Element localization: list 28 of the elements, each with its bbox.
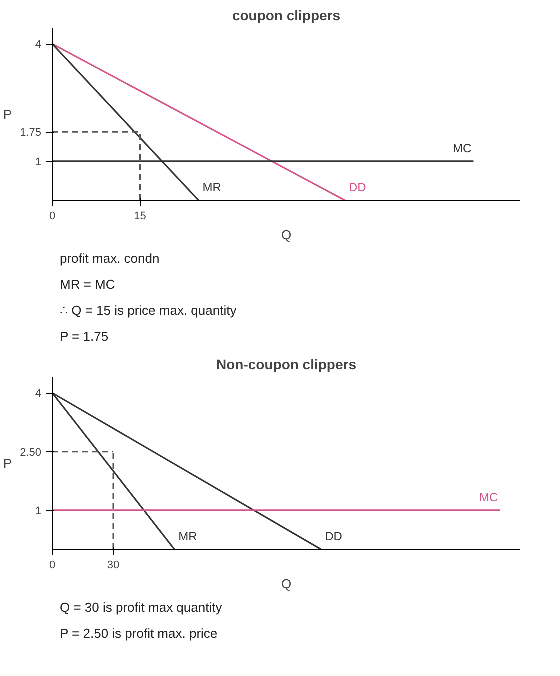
y-tick-label: 2.50 <box>20 446 42 459</box>
y-axis-title: P <box>3 107 12 122</box>
y-tick-label: 1 <box>35 156 42 168</box>
series-label: DD <box>349 180 367 194</box>
x-tick-label: 0 <box>49 210 56 222</box>
x-axis-title: Q <box>281 576 292 592</box>
x-axis-title: Q <box>281 228 292 242</box>
series-label: MR <box>178 530 198 544</box>
series-label: MC <box>453 141 472 156</box>
y-tick-label: 4 <box>35 39 42 52</box>
chart-title: Non-coupon clippers <box>216 356 357 372</box>
x-tick-label: 30 <box>107 560 120 572</box>
text: Q = 30 is profit max quantity <box>60 599 222 617</box>
text: profit max. condn <box>60 250 160 268</box>
chart-title: coupon clippers <box>232 8 341 24</box>
text: P = 2.50 is profit max. price <box>60 625 218 643</box>
y-tick-label: 4 <box>35 388 42 400</box>
x-tick-label: 15 <box>134 210 146 222</box>
text: ∴ Q = 15 is price max. quantity <box>60 302 237 320</box>
series-label: MC <box>479 490 498 504</box>
text: MR = MC <box>60 276 116 294</box>
y-tick-label: 1 <box>35 505 42 518</box>
series-label: DD <box>325 530 343 544</box>
text: P = 1.75 <box>60 328 109 346</box>
x-tick-label: 0 <box>49 560 56 572</box>
series-label: MR <box>202 180 222 194</box>
y-axis-title: P <box>3 456 12 471</box>
y-tick-label: 1.75 <box>20 127 42 140</box>
